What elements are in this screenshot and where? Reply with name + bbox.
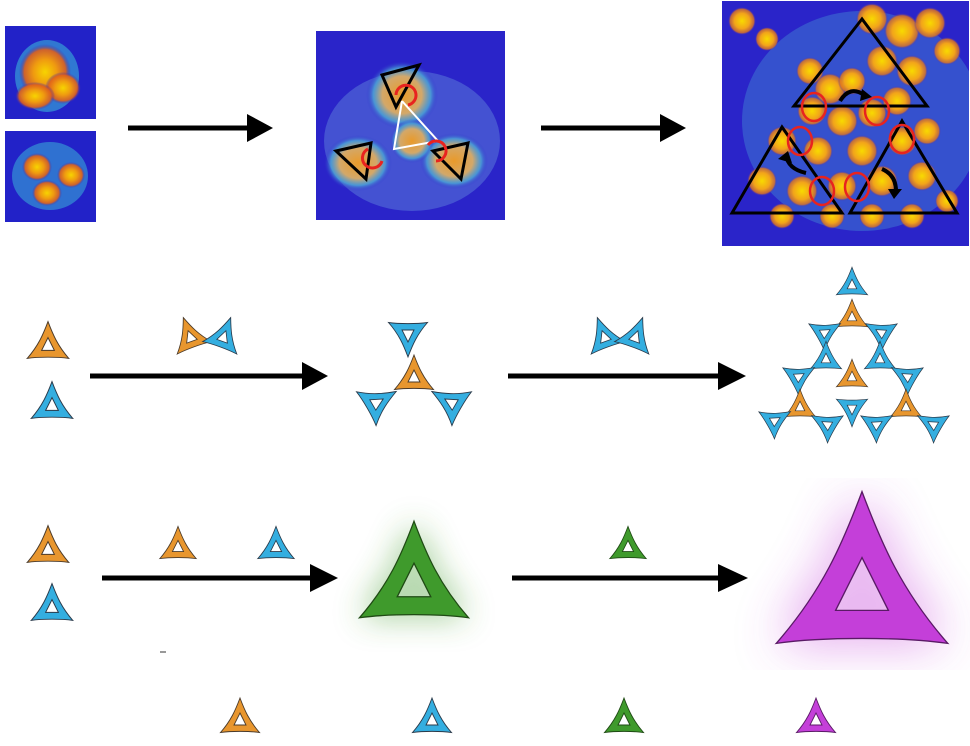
legend-row [219,697,837,734]
magenta-tripod-large [776,492,948,644]
afm-inset-top [5,26,96,119]
afm-inset-bottom-image [5,131,96,222]
legend-green-icon [603,697,645,734]
afm-inset-bottom [5,131,96,222]
afm-superlattice-panel [722,1,969,246]
green-tripod-large [359,521,468,618]
afm-tripod-image [316,31,505,220]
afm-arrow-2 [541,114,686,142]
afm-arrow-1 [128,114,273,142]
hierarchy-row [26,478,970,653]
legend-blue-icon [411,697,453,734]
legend-magenta-icon [795,697,837,734]
tile-superlattice [758,266,950,444]
afm-inset-top-image [5,26,96,119]
afm-tripod-panel [316,31,505,220]
legend-orange-icon [219,697,261,734]
tiles-row [26,266,950,444]
afm-superlattice-image [722,1,969,246]
